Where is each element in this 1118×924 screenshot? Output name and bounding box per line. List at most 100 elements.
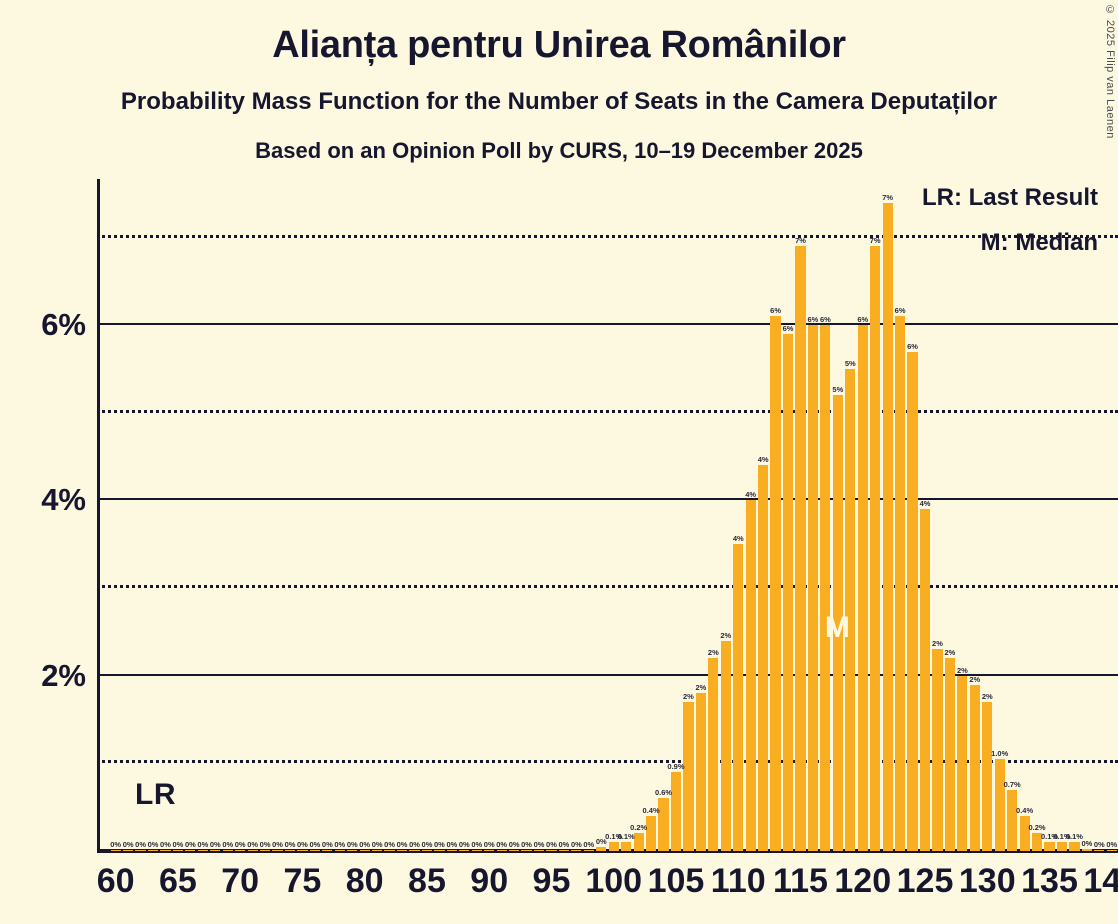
bar-seat-64 (160, 850, 171, 851)
bar-seat-108 (708, 658, 719, 851)
gridline-7pct (97, 234, 1118, 238)
bar-seat-132 (1007, 789, 1018, 851)
bar-label-seat-116: 6% (807, 315, 819, 325)
bar-seat-118 (832, 395, 843, 851)
bar-label-seat-122: 7% (882, 192, 894, 202)
bar-label-seat-96: 0% (558, 840, 570, 849)
bar-seat-82 (384, 850, 395, 851)
gridline-2pct (97, 673, 1118, 676)
x-tick-105: 105 (647, 862, 705, 900)
bar-label-seat-102: 0.2% (630, 823, 648, 833)
bar-label-seat-117: 6% (819, 315, 831, 325)
bar-label-seat-98: 0% (583, 840, 595, 849)
bar-label-seat-63: 0% (147, 840, 159, 849)
bar-label-seat-73: 0% (272, 840, 283, 849)
bar-seat-63 (147, 850, 159, 851)
bar-seat-130 (982, 702, 993, 851)
bar-label-seat-79: 0% (346, 840, 358, 849)
bar-seat-138 (1081, 849, 1092, 851)
bar-label-seat-121: 7% (869, 236, 881, 246)
bar-label-seat-134: 0.2% (1028, 823, 1046, 833)
bar-seat-122 (882, 202, 893, 851)
bar-label-seat-123: 6% (894, 306, 906, 316)
copyright-notice: © 2025 Filip van Laenen (1104, 4, 1116, 139)
y-tick-4%: 4% (41, 482, 86, 518)
bar-label-seat-99: 0% (595, 836, 607, 846)
bar-label-seat-112: 4% (757, 455, 769, 465)
bar-label-seat-100: 0.1% (605, 832, 623, 842)
x-tick-75: 75 (283, 862, 322, 900)
x-tick-110: 110 (710, 862, 766, 900)
bar-seat-117 (820, 325, 831, 851)
bar-seat-113 (770, 316, 781, 851)
bar-label-seat-68: 0% (209, 840, 221, 849)
bar-seat-92 (509, 850, 520, 851)
x-tick-140: 140 (1083, 862, 1118, 900)
bar-seat-60 (110, 850, 121, 851)
legend-last-result: LR: Last Result (921, 184, 1098, 211)
y-tick-6%: 6% (41, 307, 86, 343)
bar-seat-115 (795, 246, 806, 851)
bar-label-seat-97: 0% (570, 840, 582, 849)
bar-seat-103 (645, 815, 657, 851)
bar-seat-84 (409, 850, 420, 851)
plot-area: 0% 0% 0% 0% 0% 0% 0% 0% 0% 0% 0% 0% 0% 0% 0% 0% 0% 0% 0% 0%… (97, 179, 1118, 853)
bar-seat-97 (571, 850, 582, 851)
x-tick-70: 70 (221, 862, 260, 900)
bar-seat-95 (546, 850, 557, 851)
chart-subtitle: Probability Mass Function for the Number… (120, 88, 998, 115)
x-tick-100: 100 (585, 862, 643, 900)
bar-label-seat-126: 2% (932, 639, 943, 649)
bar-label-seat-67: 0% (197, 840, 209, 849)
x-tick-85: 85 (408, 862, 446, 900)
bar-seat-114 (782, 333, 794, 851)
bar-label-seat-103: 0.4% (642, 805, 660, 815)
bar-label-seat-120: 6% (857, 315, 869, 325)
bar-seat-119 (845, 369, 856, 851)
bar-seat-94 (533, 850, 545, 851)
bar-seat-71 (247, 850, 258, 851)
bar-seat-91 (496, 850, 507, 851)
bar-seat-102 (633, 833, 644, 851)
bar-seat-120 (857, 325, 868, 851)
x-tick-130: 130 (958, 862, 1016, 900)
bar-label-seat-82: 0% (384, 840, 396, 849)
bar-label-seat-140: 0% (1106, 839, 1118, 849)
bar-label-seat-75: 0% (297, 840, 308, 849)
bar-label-seat-74: 0% (284, 840, 296, 849)
bar-label-seat-101: 0.1% (617, 832, 635, 842)
bar-seat-107 (695, 693, 706, 851)
x-tick-125: 125 (896, 862, 954, 900)
bar-seat-106 (683, 702, 694, 851)
bar-seat-135 (1044, 842, 1055, 851)
bar-label-seat-72: 0% (259, 840, 271, 849)
bar-label-seat-136: 0.1% (1053, 832, 1071, 842)
legend-median: M: Median (980, 229, 1098, 256)
gridline-3pct (97, 585, 1118, 589)
bar-seat-62 (135, 850, 146, 851)
bar-label-seat-91: 0% (496, 840, 508, 849)
bar-label-seat-76: 0% (309, 840, 321, 849)
bar-seat-111 (745, 500, 756, 851)
bar-label-seat-132: 0.7% (1003, 779, 1021, 789)
bar-seat-93 (521, 850, 532, 851)
x-tick-135: 135 (1021, 862, 1078, 900)
bar-label-seat-113: 6% (770, 306, 781, 316)
bar-seat-139 (1094, 849, 1105, 851)
bar-label-seat-93: 0% (521, 840, 532, 849)
gridline-6pct (97, 323, 1118, 326)
bar-seat-98 (583, 850, 594, 851)
x-tick-65: 65 (159, 862, 197, 900)
bar-label-seat-85: 0% (421, 840, 433, 849)
bar-label-seat-128: 2% (956, 665, 968, 675)
bar-label-seat-137: 0.1% (1065, 832, 1083, 842)
bar-label-seat-138: 0% (1081, 839, 1093, 849)
bar-seat-123 (894, 316, 906, 851)
bar-seat-74 (284, 850, 296, 851)
x-tick-115: 115 (773, 862, 828, 900)
bar-label-seat-81: 0% (371, 840, 383, 849)
bar-seat-131 (994, 759, 1005, 851)
bar-label-seat-92: 0% (508, 840, 520, 849)
bar-label-seat-77: 0% (321, 840, 333, 849)
